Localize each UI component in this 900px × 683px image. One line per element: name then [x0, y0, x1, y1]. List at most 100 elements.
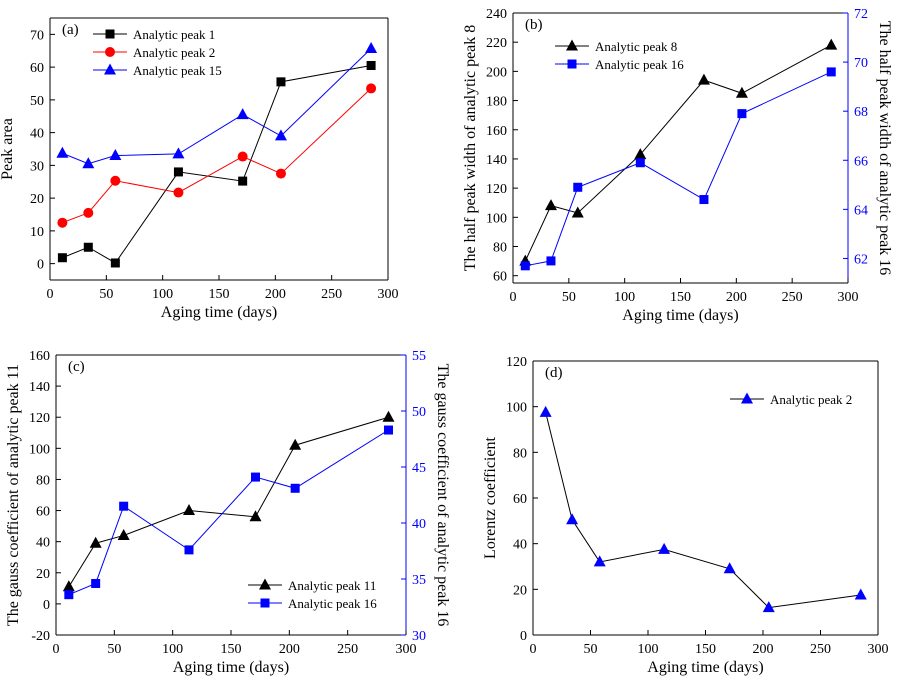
y-tick-label: 0: [520, 629, 527, 644]
x-tick-label: 100: [638, 642, 659, 657]
data-point: [365, 41, 378, 53]
data-point: [238, 176, 248, 186]
x-tick-label: 300: [378, 287, 399, 302]
y-tick-label: 20: [30, 192, 44, 207]
data-point: [634, 148, 647, 160]
x-axis-label: Aging time (days): [161, 304, 277, 321]
data-point: [89, 536, 102, 548]
x-tick-label: 150: [209, 287, 230, 302]
y-tick-label: 120: [29, 411, 50, 426]
data-point: [566, 513, 579, 525]
y-tick-label: 100: [506, 401, 527, 416]
y-tick-label: 140: [486, 153, 507, 168]
x-axis-label: Aging time (days): [647, 659, 763, 676]
data-point: [83, 242, 93, 252]
data-point: [237, 151, 248, 162]
data-point: [735, 86, 748, 98]
y-tick-label: 40: [36, 536, 50, 551]
y-tick-label: 80: [36, 473, 50, 488]
data-point: [762, 601, 775, 613]
x-tick-label: 200: [279, 642, 300, 657]
data-point: [546, 256, 556, 266]
y-tick-label: 120: [486, 182, 507, 197]
data-point: [737, 109, 747, 119]
data-point: [658, 542, 671, 554]
x-tick-label: 100: [152, 287, 173, 302]
x-tick-label: 0: [510, 290, 517, 305]
x-tick-label: 0: [53, 642, 60, 657]
y-tick-label: 140: [29, 380, 50, 395]
y-tick-label: 20: [513, 583, 527, 598]
data-point: [274, 129, 287, 141]
data-point: [384, 425, 393, 435]
y-right-tick-label: 55: [412, 349, 426, 364]
x-tick-label: 300: [868, 642, 889, 657]
data-point: [117, 528, 130, 540]
x-tick-label: 300: [396, 642, 417, 657]
panel-label: (a): [62, 22, 79, 38]
y-axis-label: The gauss coefficient of analytic peak 1…: [5, 364, 22, 626]
y-tick-label: 0: [37, 258, 44, 273]
data-point: [366, 83, 377, 94]
series-line: [545, 412, 861, 609]
y-axis-label: Lorentz coefficient: [482, 437, 499, 559]
y-axis-label: Peak area: [0, 118, 16, 180]
x-tick-label: 150: [670, 290, 691, 305]
data-point: [236, 108, 249, 120]
x-tick-label: 250: [810, 642, 831, 657]
y-right-tick-label: 64: [854, 203, 868, 218]
x-tick-label: 250: [337, 642, 358, 657]
y-tick-label: 180: [486, 95, 507, 110]
y-right-tick-label: 72: [854, 7, 868, 22]
y-tick-label: 10: [30, 225, 44, 240]
x-tick-label: 200: [753, 642, 774, 657]
legend-marker: [104, 63, 116, 75]
data-point: [57, 253, 67, 263]
data-point: [571, 206, 584, 218]
panel-label: (b): [525, 17, 543, 33]
data-point: [825, 38, 838, 50]
y-tick-label: 70: [30, 28, 44, 43]
legend-label: Analytic peak 1: [133, 27, 215, 42]
y-tick-label: 60: [36, 505, 50, 520]
data-point: [56, 146, 69, 158]
x-axis-label: Aging time (days): [622, 307, 738, 324]
data-point: [289, 438, 302, 450]
y-tick-label: 80: [493, 241, 507, 256]
chart-panel-1: 0 50 100 150 200 250 300 0 10 20 30 40 50 60 70 Aging t…: [0, 17, 399, 321]
legend-marker: [741, 392, 753, 404]
x-tick-label: 100: [162, 642, 183, 657]
y-right-tick-label: 70: [854, 56, 868, 71]
y-right-tick-label: 40: [412, 517, 426, 532]
y-tick-label: 240: [486, 7, 507, 22]
data-point: [109, 149, 122, 161]
data-point: [110, 258, 120, 268]
x-tick-label: 200: [265, 287, 286, 302]
y-tick-label: 50: [30, 94, 44, 109]
data-point: [697, 73, 710, 85]
panel-label: (d): [545, 365, 563, 381]
data-point: [62, 580, 75, 592]
data-point: [290, 483, 300, 493]
data-point: [251, 472, 260, 482]
x-tick-label: 50: [562, 290, 576, 305]
y-tick-label: 40: [513, 538, 527, 553]
series-line: [68, 429, 389, 596]
legend-marker: [105, 47, 115, 57]
y-right-tick-label: 45: [412, 461, 426, 476]
series-line: [62, 64, 372, 264]
y-tick-label: 160: [29, 349, 50, 364]
legend-label: Analytic peak 8: [595, 39, 677, 54]
y-tick-label: 160: [486, 124, 507, 139]
x-tick-label: 50: [99, 287, 113, 302]
y-right-tick-label: 30: [412, 629, 426, 644]
legend-label: Analytic peak 2: [133, 45, 215, 60]
y-right-axis-label: The gauss coefficient of analytic peak 1…: [434, 364, 451, 627]
data-point: [82, 157, 95, 169]
legend-label: Analytic peak 15: [133, 63, 222, 78]
y-tick-label: 120: [506, 355, 527, 370]
legend-marker: [260, 598, 270, 608]
series-line: [68, 416, 389, 588]
data-point: [57, 217, 68, 228]
data-point: [83, 207, 94, 218]
